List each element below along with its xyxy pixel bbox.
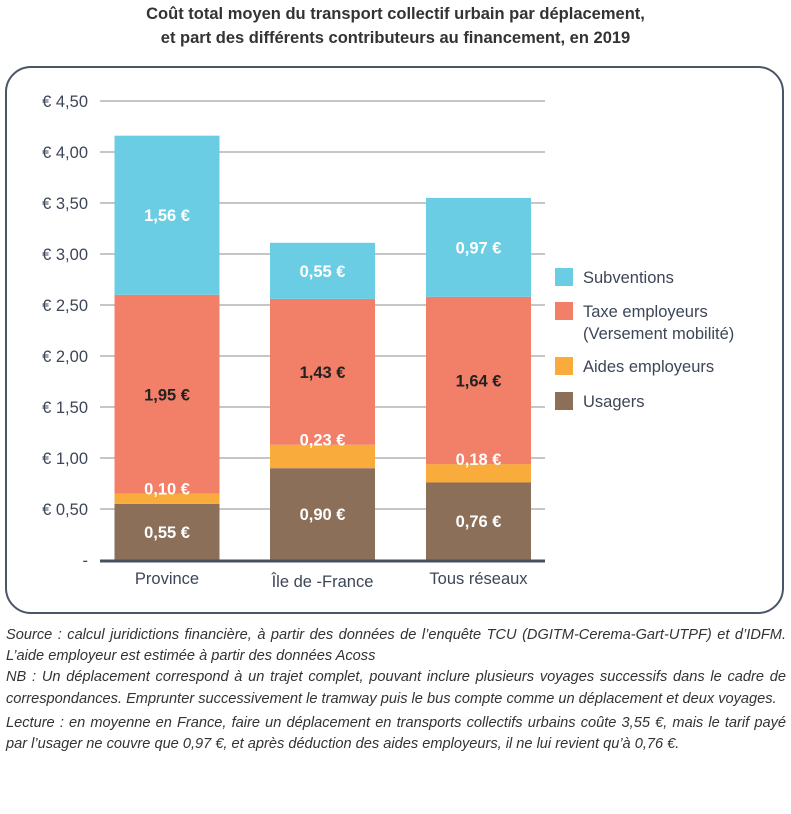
source-note: Source : calcul juridictions financière,… xyxy=(6,627,786,665)
bar-segment xyxy=(426,296,531,465)
data-label: 1,43 € xyxy=(300,364,346,382)
x-axis: Province Île de -France Tous réseaux xyxy=(100,559,545,591)
data-label: 1,95 € xyxy=(144,386,190,404)
y-tick-label: € 2,00 xyxy=(42,348,88,366)
legend: Subventions Taxe employeurs (Versement mob… xyxy=(555,268,734,411)
data-label: 0,90 € xyxy=(300,506,346,524)
y-tick-label: € 4,00 xyxy=(42,144,88,162)
x-tick-label: Tous réseaux xyxy=(429,570,528,588)
y-tick-label: € 3,50 xyxy=(42,195,88,213)
stacked-bar-chart: - € 0,50 € 1,00 € 1,50 € 2,00 € 2,50 € 3,00 € 3… xyxy=(42,93,734,591)
legend-swatch xyxy=(555,302,573,320)
chart-title-line-2: et part des différents contributeurs au … xyxy=(160,29,631,47)
y-tick-label: € 1,50 xyxy=(42,399,88,417)
legend-swatch xyxy=(555,357,573,375)
bars: 0,55 € 0,10 € 1,95 € 1,56 € 0,90 € 0,23 € 1,43… xyxy=(114,135,531,560)
chart-notes: Source : calcul juridictions financière,… xyxy=(6,625,786,755)
bar-segment xyxy=(114,493,220,504)
legend-label: Usagers xyxy=(583,393,644,411)
y-axis: - € 0,50 € 1,00 € 1,50 € 2,00 € 2,50 € 3,00 € 3… xyxy=(42,93,88,570)
y-tick-label: € 1,00 xyxy=(42,450,88,468)
bar-segment xyxy=(270,444,375,469)
y-tick-label: - xyxy=(83,552,89,570)
data-label: 1,56 € xyxy=(144,207,190,225)
data-label: 0,23 € xyxy=(300,432,346,450)
y-tick-label: € 4,50 xyxy=(42,93,88,111)
data-label: 0,55 € xyxy=(300,263,346,281)
bar-segment xyxy=(426,464,531,483)
data-label: 0,18 € xyxy=(456,451,502,469)
chart-title-line-1: Coût total moyen du transport collectif … xyxy=(146,5,645,23)
legend-label: (Versement mobilité) xyxy=(583,325,734,343)
bar-segment xyxy=(114,503,220,560)
y-tick-label: € 3,00 xyxy=(42,246,88,264)
nb-note: NB : Un déplacement correspond à un traj… xyxy=(6,669,786,707)
data-label: 0,76 € xyxy=(456,513,502,531)
y-tick-label: € 0,50 xyxy=(42,501,88,519)
x-tick-label: Île de -France xyxy=(271,572,374,591)
legend-swatch xyxy=(555,392,573,410)
bar-segment xyxy=(114,135,220,295)
data-label: 1,64 € xyxy=(456,372,502,390)
legend-label: Taxe employeurs xyxy=(583,303,708,321)
lecture-note: Lecture : en moyenne en France, faire un… xyxy=(6,714,786,753)
y-tick-label: € 2,50 xyxy=(42,297,88,315)
bar-segment xyxy=(114,294,220,494)
data-label: 0,97 € xyxy=(456,239,502,257)
chart-title: Coût total moyen du transport collectif … xyxy=(0,2,791,50)
bar-segment xyxy=(270,468,375,560)
bar-segment xyxy=(270,298,375,445)
bar-segment xyxy=(426,482,531,560)
bar-segment xyxy=(426,197,531,297)
data-label: 0,10 € xyxy=(144,481,190,499)
legend-label: Subventions xyxy=(583,269,674,287)
bar-segment xyxy=(270,242,375,299)
chart-frame xyxy=(5,66,784,614)
legend-swatch xyxy=(555,268,573,286)
x-tick-label: Province xyxy=(135,570,199,588)
legend-label: Aides employeurs xyxy=(583,358,714,376)
data-label: 0,55 € xyxy=(144,524,190,542)
